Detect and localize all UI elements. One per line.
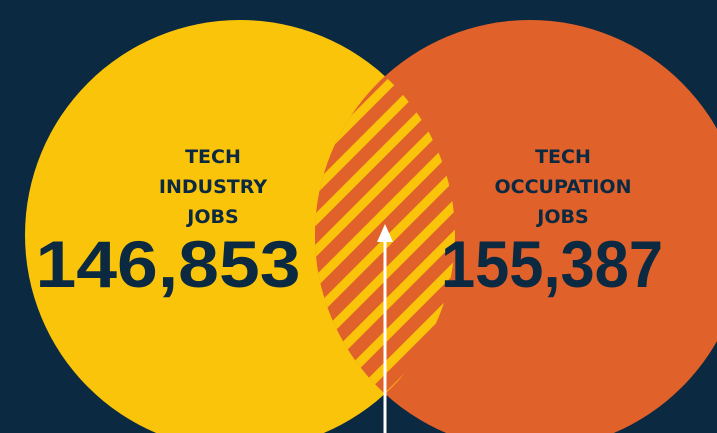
label-line: TECH [185,146,241,168]
label-line: JOBS [185,206,238,228]
label-line: INDUSTRY [159,176,267,198]
value: 155,387 [441,227,663,301]
arrow [377,224,393,433]
industry-text: TECH INDUSTRY JOBS 146,853 [36,146,301,301]
label-line: TECH [535,146,591,168]
occupation-text: TECH OCCUPATION JOBS 155,387 [441,146,663,301]
overlap [315,20,455,433]
value: 146,853 [36,227,301,301]
label-line: OCCUPATION [495,176,632,198]
label-line: JOBS [535,206,588,228]
